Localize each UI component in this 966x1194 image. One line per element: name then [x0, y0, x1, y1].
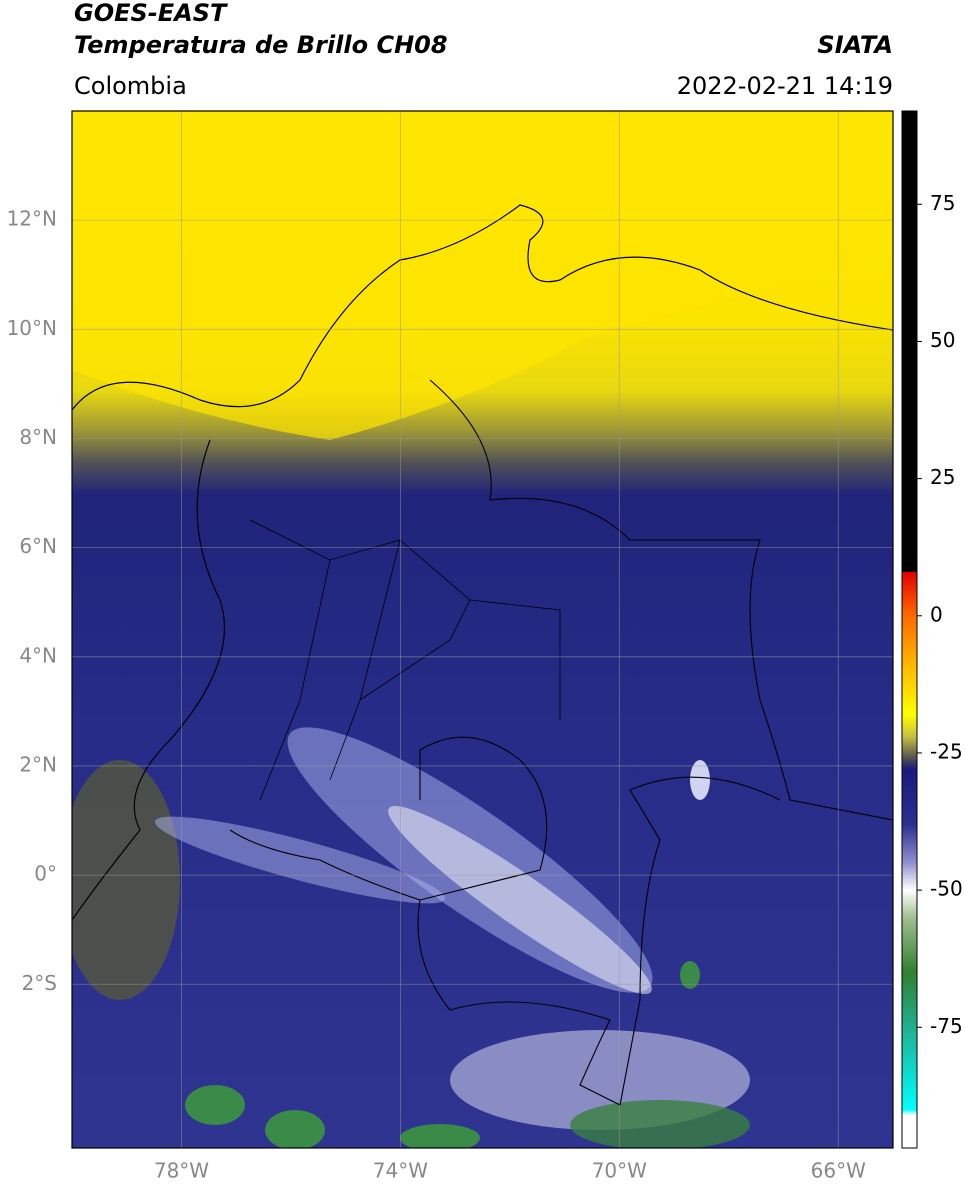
lon-tick-label: 74°W [373, 1159, 428, 1183]
colorbar-tick-label: -75 [930, 1014, 963, 1038]
lat-tick-label: 12°N [7, 207, 57, 231]
lat-tick-label: 2°N [19, 752, 57, 776]
lon-tick-label: 66°W [811, 1159, 866, 1183]
colorbar: 75 50 25 0 -25 -50 -75 [901, 110, 963, 1149]
graticule [72, 111, 893, 1148]
colorbar-frame [901, 110, 918, 1149]
lat-tick-label: 8°N [19, 425, 57, 449]
colorbar-tick-label: -25 [930, 739, 963, 763]
colorbar-tick-label: -50 [930, 877, 963, 901]
lat-tick-label: 4°N [19, 643, 57, 667]
colorbar-tick-label: 0 [930, 602, 943, 626]
colorbar-segment [902, 1115, 917, 1148]
colorbar-segment [902, 670, 917, 715]
colorbar-segment [902, 890, 917, 918]
colorbar-segment [902, 972, 917, 1028]
colorbar-segment [902, 736, 917, 759]
lon-tick-label: 78°W [154, 1159, 209, 1183]
colorbar-segment [902, 111, 917, 572]
colorbar-tick-label: 50 [930, 328, 955, 352]
map-frame [71, 110, 894, 1149]
lon-tick-label: 70°W [592, 1159, 647, 1183]
colorbar-segment [902, 758, 917, 770]
lat-tick-label: 6°N [19, 534, 57, 558]
colorbar-tick-label: 75 [930, 191, 955, 215]
datetime: 2022-02-21 14:19 [677, 72, 893, 100]
lat-tick-label: 0° [34, 862, 57, 886]
satellite-image [72, 111, 893, 1148]
lat-tick-label: 2°S [22, 971, 57, 995]
colorbar-segment [902, 862, 917, 891]
colorbar-segment [902, 917, 917, 973]
colorbar-segment [902, 769, 917, 825]
colorbar-segment [902, 1109, 917, 1116]
colorbar-segment [902, 714, 917, 737]
colorbar-segment [902, 571, 917, 616]
source: SIATA [817, 31, 893, 59]
colorbar-tick-label: 25 [930, 465, 955, 489]
colorbar-segment [902, 824, 917, 863]
region: Colombia [74, 72, 187, 100]
title: GOES-EAST [74, 0, 228, 27]
colorbar-segment [902, 1027, 917, 1110]
lat-tick-label: 10°N [7, 316, 57, 340]
colorbar-segment [902, 615, 917, 671]
subtitle: Temperatura de Brillo CH08 [74, 31, 448, 59]
